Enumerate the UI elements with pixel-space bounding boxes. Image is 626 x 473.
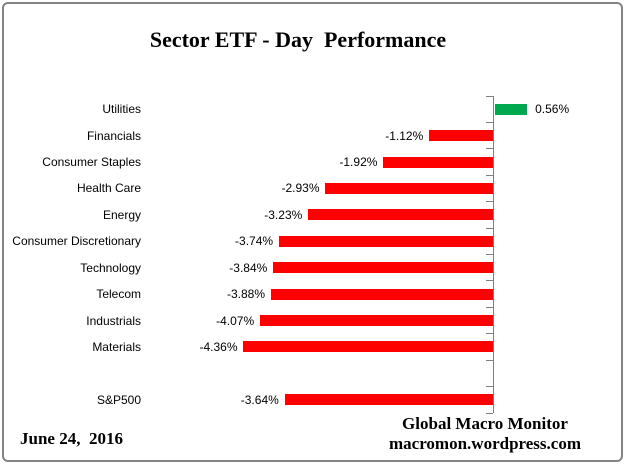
bar-telecom <box>271 288 494 300</box>
category-label-energy: Energy <box>102 207 141 222</box>
axis-tick <box>486 306 493 308</box>
axis-tick <box>486 174 493 176</box>
category-label-utilities: Utilities <box>102 102 141 117</box>
axis-tick <box>486 148 493 150</box>
attribution: Global Macro Monitor macromon.wordpress.… <box>340 414 626 454</box>
category-label-health-care: Health Care <box>76 181 141 196</box>
category-label-financials: Financials <box>86 128 141 143</box>
axis-tick <box>486 412 493 414</box>
date-label: June 24, 2016 <box>20 429 123 448</box>
value-label-financials: -1.12% <box>385 128 424 143</box>
bar-financials <box>429 130 494 142</box>
bar-consumer-discretionary <box>279 235 494 247</box>
value-label-s-p500: -3.64% <box>240 392 279 407</box>
attribution-line1: Global Macro Monitor <box>402 414 568 433</box>
axis-tick <box>486 95 493 97</box>
chart-title: Sector ETF - Day Performance <box>149 27 447 52</box>
bar-technology <box>273 262 494 274</box>
category-label-materials: Materials <box>92 339 141 354</box>
value-label-utilities: 0.56% <box>535 102 570 117</box>
bar-health-care <box>325 182 494 194</box>
bar-materials <box>243 341 494 353</box>
value-label-materials: -4.36% <box>199 339 238 354</box>
category-label-telecom: Telecom <box>96 287 141 302</box>
value-label-telecom: -3.88% <box>227 287 266 302</box>
bar-s-p500 <box>284 394 494 406</box>
bar-utilities <box>495 103 528 115</box>
category-label-s-p500: S&P500 <box>96 392 141 407</box>
value-label-technology: -3.84% <box>229 260 268 275</box>
category-label-technology: Technology <box>80 260 141 275</box>
attribution-line2: macromon.wordpress.com <box>388 434 581 453</box>
axis-tick <box>486 121 493 123</box>
value-label-consumer-discretionary: -3.74% <box>235 234 274 249</box>
axis-tick <box>486 254 493 255</box>
category-label-industrials: Industrials <box>86 313 141 328</box>
axis-tick <box>486 333 493 335</box>
bar-consumer-staples <box>383 156 494 168</box>
category-label-consumer-discretionary: Consumer Discretionary <box>12 234 141 249</box>
axis-tick <box>486 280 493 282</box>
bar-industrials <box>260 315 494 327</box>
axis-tick <box>486 227 493 229</box>
value-label-consumer-staples: -1.92% <box>339 155 378 170</box>
zero-axis-line <box>492 96 495 413</box>
category-label-consumer-staples: Consumer Staples <box>42 155 141 170</box>
axis-tick <box>486 201 493 203</box>
axis-tick <box>486 386 493 388</box>
value-label-energy: -3.23% <box>264 207 303 222</box>
axis-tick <box>486 359 493 361</box>
value-label-industrials: -4.07% <box>216 313 255 328</box>
bar-energy <box>308 209 494 221</box>
value-label-health-care: -2.93% <box>281 181 320 196</box>
